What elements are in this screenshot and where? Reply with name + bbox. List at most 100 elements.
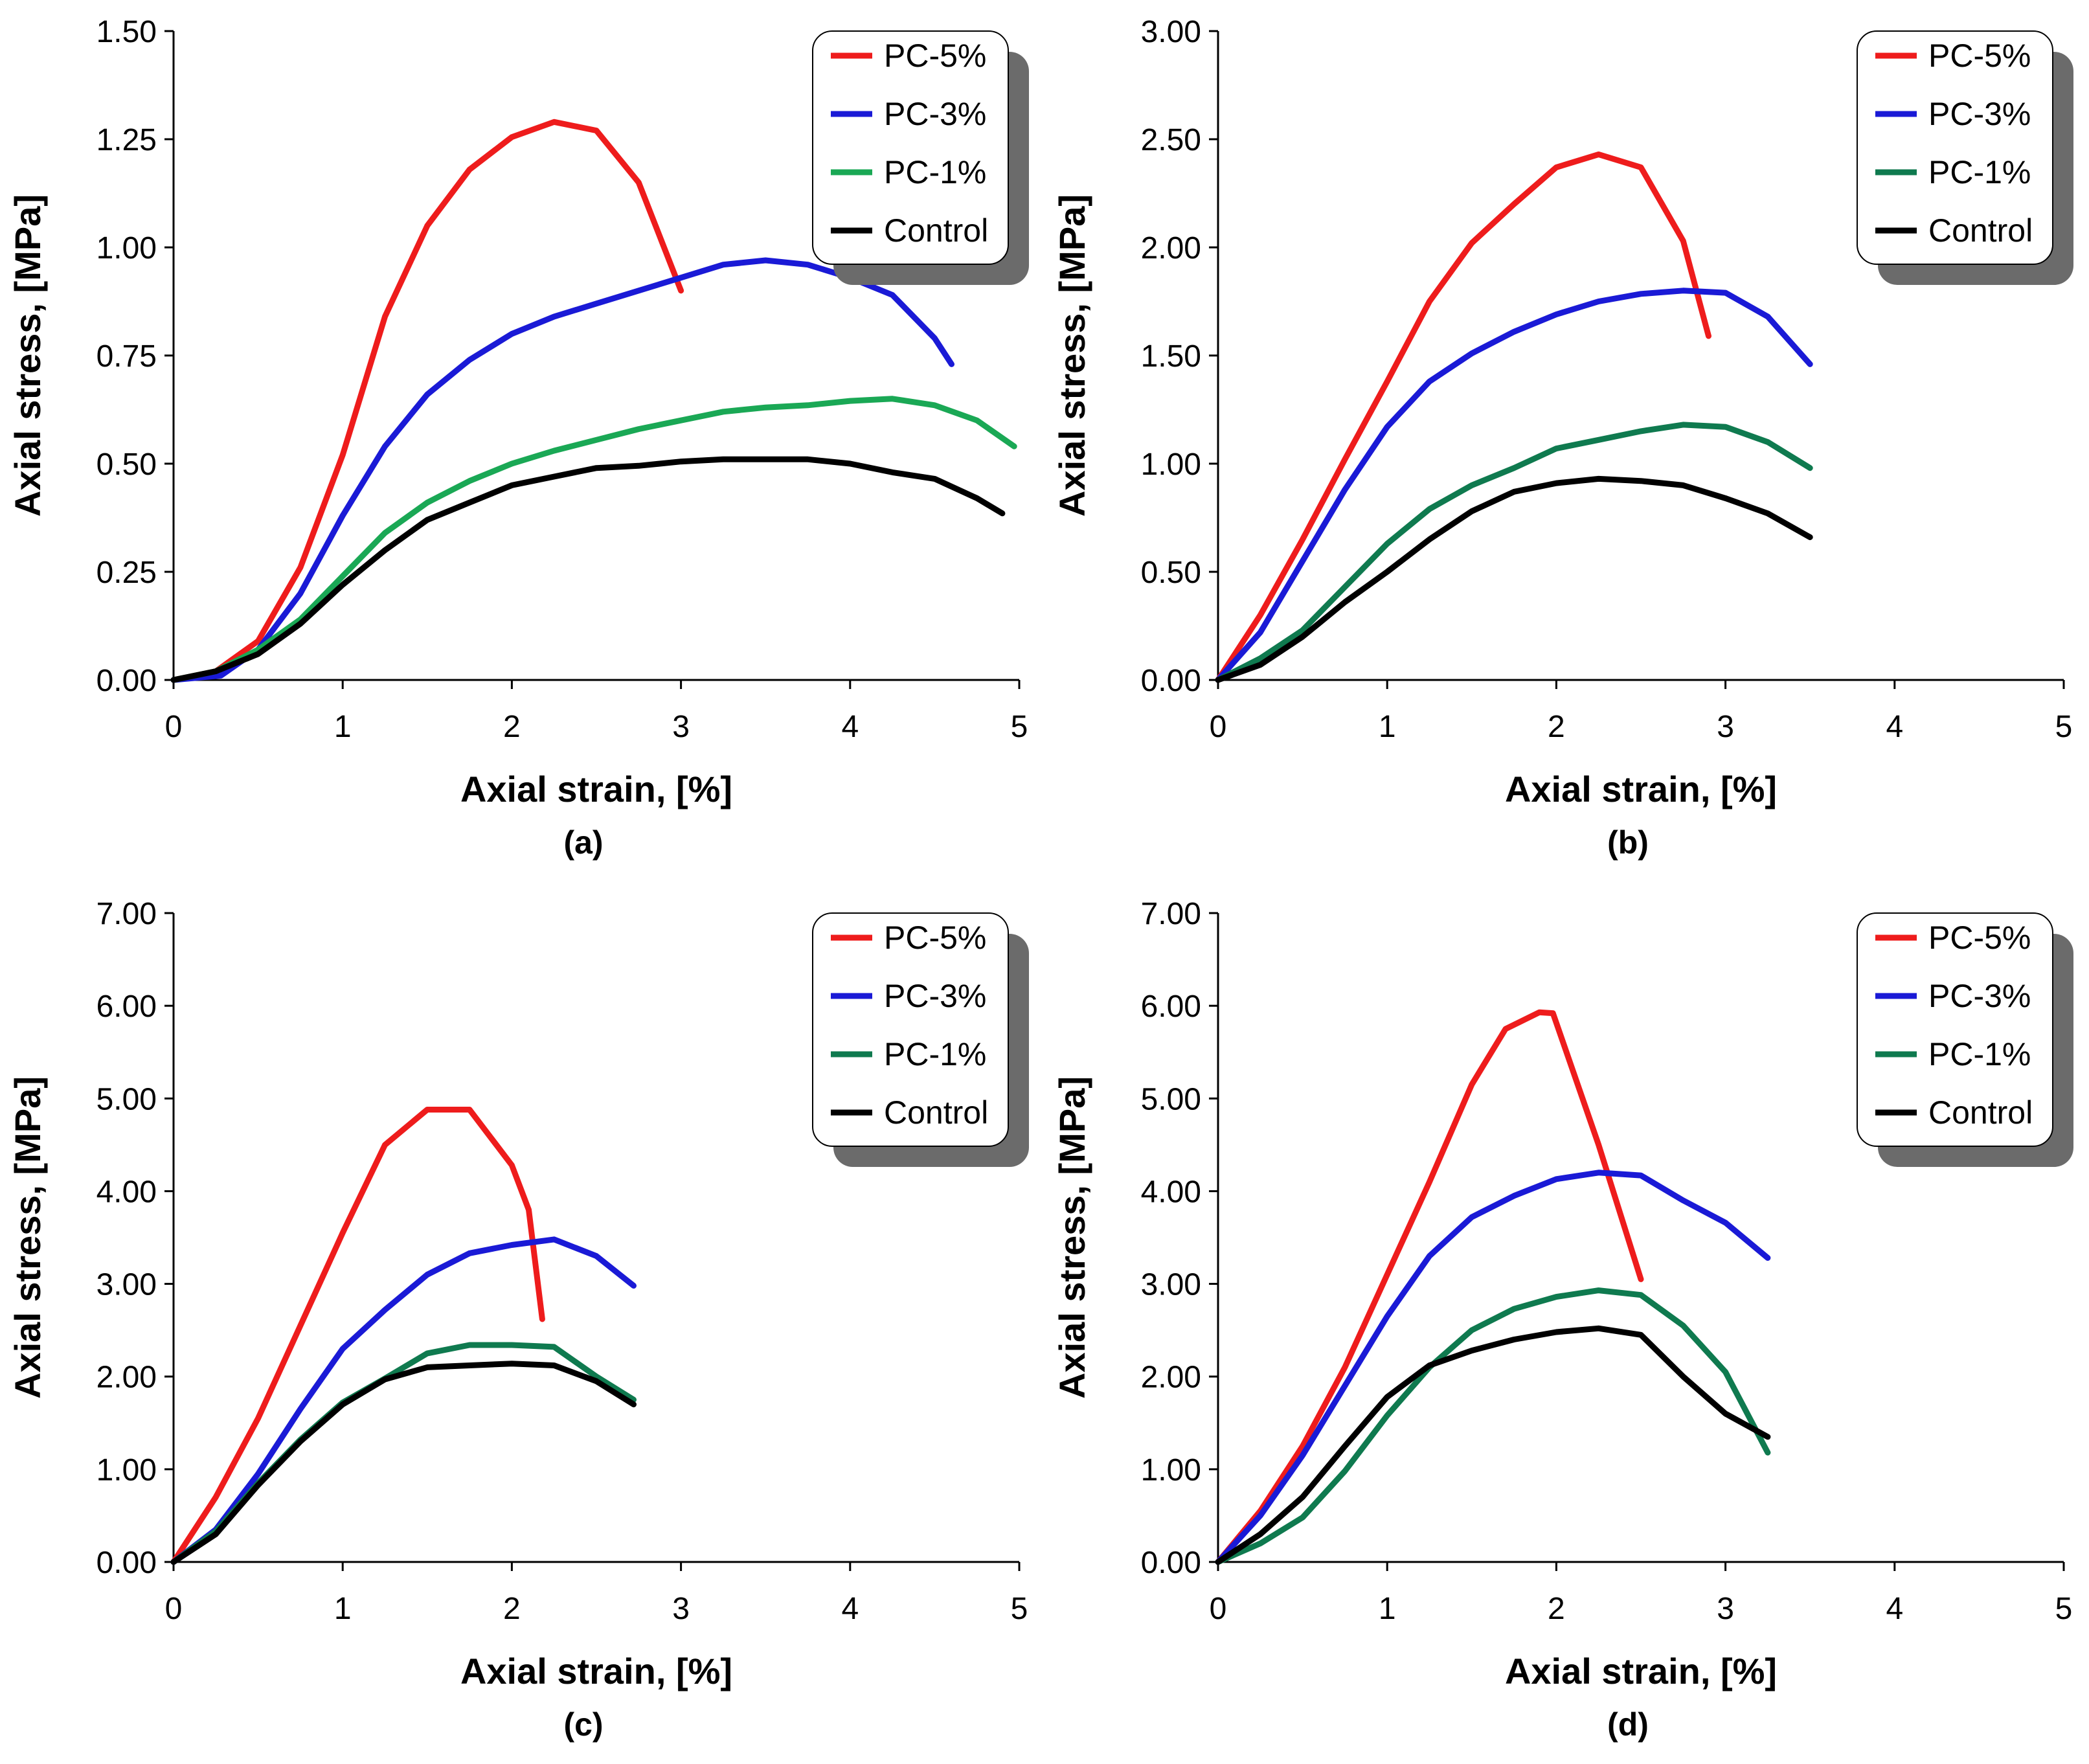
y-axis-title: Axial stress, [MPa] — [7, 1076, 48, 1399]
y-tick-label: 1.50 — [96, 15, 157, 49]
legend-entry-label: PC-3% — [884, 978, 986, 1014]
y-tick-label: 0.00 — [1141, 1546, 1201, 1580]
series-line-pc-1 — [1215, 1287, 1771, 1565]
legend-box — [1857, 30, 2053, 265]
x-axis-title: Axial strain, [%] — [460, 1651, 732, 1691]
chart-panel-c: 0.00 1.00 2.00 3.00 4.00 5.00 6.00 7.00 0 1 2 3 4 5 Ax… — [0, 882, 1044, 1764]
legend-entry-label: PC-3% — [1928, 978, 2031, 1014]
legend-entry-label: PC-3% — [884, 96, 986, 132]
panel-label: (c) — [563, 1706, 603, 1743]
x-tick-label: 1 — [1379, 710, 1396, 744]
legend-entry-label: Control — [1928, 1094, 2033, 1131]
x-tick-label: 5 — [1011, 1592, 1028, 1626]
series-line-pc-5 — [1215, 1009, 1644, 1565]
y-tick-label: 3.00 — [1141, 1268, 1201, 1302]
series-line-pc-3 — [1215, 288, 1813, 683]
legend-entry-label: PC-3% — [1928, 96, 2031, 132]
y-tick-label: 0.50 — [1141, 556, 1201, 590]
chart-panel-a: 0.00 0.25 0.50 0.75 1.00 1.25 1.50 0 1 2 3 4 5 Axial … — [0, 0, 1044, 882]
series-line-control — [170, 456, 1006, 683]
x-tick-label: 4 — [841, 1592, 859, 1626]
x-axis-title: Axial strain, [%] — [460, 769, 732, 809]
legend-box — [812, 30, 1009, 265]
y-tick-label: 6.00 — [1141, 989, 1201, 1024]
legend-entry-label: PC-1% — [884, 154, 986, 190]
y-tick-label: 0.00 — [96, 1546, 157, 1580]
x-tick-label: 3 — [672, 1592, 690, 1626]
x-axis-title: Axial strain, [%] — [1505, 769, 1777, 809]
series-line-pc-5 — [1215, 151, 1711, 683]
y-tick-label: 7.00 — [1141, 897, 1201, 931]
x-tick-label: 2 — [1548, 710, 1565, 744]
y-tick-label: 7.00 — [96, 897, 157, 931]
x-tick-label: 2 — [503, 1592, 521, 1626]
y-tick-label: 1.00 — [96, 231, 157, 266]
y-tick-label: 2.50 — [1141, 123, 1201, 157]
y-tick-label: 0.00 — [96, 664, 157, 698]
legend: PC-5% PC-3% PC-1% Control — [812, 30, 1029, 285]
y-tick-label: 1.00 — [96, 1453, 157, 1487]
x-tick-label: 4 — [1886, 1592, 1903, 1626]
legend-entry-label: PC-1% — [1928, 1036, 2031, 1072]
legend-box — [812, 912, 1009, 1147]
x-tick-label: 5 — [2055, 710, 2073, 744]
legend-entry-label: PC-5% — [884, 920, 986, 956]
legend-entry-label: PC-1% — [1928, 154, 2031, 190]
y-tick-label: 1.00 — [1141, 1453, 1201, 1487]
series-line-pc-3 — [170, 257, 954, 683]
x-tick-label: 1 — [1379, 1592, 1396, 1626]
panel-label: (d) — [1607, 1706, 1649, 1743]
y-axis-title: Axial stress, [MPa] — [1052, 194, 1092, 517]
panel-label: (a) — [563, 824, 603, 861]
series-line-pc-3 — [170, 1236, 637, 1565]
chart-a-svg: 0.00 0.25 0.50 0.75 1.00 1.25 1.50 0 1 2 3 4 5 Axial … — [7, 15, 1029, 861]
y-tick-label: 0.25 — [96, 556, 157, 590]
series-line-control — [1215, 1325, 1771, 1565]
y-tick-label: 1.25 — [96, 123, 157, 157]
legend-entry-label: Control — [884, 212, 988, 249]
y-tick-label: 2.00 — [96, 1361, 157, 1395]
y-tick-label: 1.00 — [1141, 447, 1201, 482]
y-tick-label: 4.00 — [96, 1175, 157, 1209]
legend-entry-label: PC-1% — [884, 1036, 986, 1072]
chart-panel-d: 0.00 1.00 2.00 3.00 4.00 5.00 6.00 7.00 0 1 2 3 4 5 Ax… — [1044, 882, 2089, 1764]
x-tick-label: 0 — [165, 1592, 183, 1626]
y-tick-label: 2.00 — [1141, 1361, 1201, 1395]
x-tick-label: 5 — [1011, 710, 1028, 744]
y-axis-title: Axial stress, [MPa] — [7, 194, 48, 517]
chart-c-svg: 0.00 1.00 2.00 3.00 4.00 5.00 6.00 7.00 0 1 2 3 4 5 Ax… — [7, 897, 1029, 1743]
legend-entry-label: PC-5% — [1928, 38, 2031, 74]
legend: PC-5% PC-3% PC-1% Control — [812, 912, 1029, 1167]
panel-label: (b) — [1607, 824, 1649, 861]
chart-b-svg: 0.00 0.50 1.00 1.50 2.00 2.50 3.00 0 1 2 3 4 5 Axial … — [1052, 15, 2073, 861]
legend: PC-5% PC-3% PC-1% Control — [1857, 30, 2073, 285]
legend-entry-label: Control — [884, 1094, 988, 1131]
legend-entry-label: PC-5% — [884, 38, 986, 74]
x-tick-label: 4 — [1886, 710, 1903, 744]
series-line-pc-3 — [1215, 1170, 1771, 1565]
series-line-control — [1215, 475, 1813, 683]
series-line-pc-1 — [170, 1342, 637, 1565]
y-tick-label: 6.00 — [96, 989, 157, 1024]
chart-d-svg: 0.00 1.00 2.00 3.00 4.00 5.00 6.00 7.00 0 1 2 3 4 5 Ax… — [1052, 897, 2073, 1743]
legend: PC-5% PC-3% PC-1% Control — [1857, 912, 2073, 1167]
x-tick-label: 1 — [334, 710, 352, 744]
y-tick-label: 5.00 — [96, 1082, 157, 1116]
x-tick-label: 5 — [2055, 1592, 2073, 1626]
x-axis-title: Axial strain, [%] — [1505, 1651, 1777, 1691]
y-tick-label: 1.50 — [1141, 339, 1201, 374]
x-tick-label: 3 — [1717, 1592, 1734, 1626]
series-line-control — [170, 1361, 637, 1565]
legend-entry-label: PC-5% — [1928, 920, 2031, 956]
y-tick-label: 3.00 — [1141, 15, 1201, 49]
y-tick-label: 2.00 — [1141, 231, 1201, 266]
x-tick-label: 4 — [841, 710, 859, 744]
y-tick-label: 5.00 — [1141, 1082, 1201, 1116]
x-tick-label: 2 — [1548, 1592, 1565, 1626]
series-line-pc-5 — [170, 1107, 545, 1565]
x-tick-label: 0 — [1210, 710, 1227, 744]
legend-box — [1857, 912, 2053, 1147]
series-line-pc-1 — [1215, 422, 1813, 683]
legend-entry-label: Control — [1928, 212, 2033, 249]
y-tick-label: 0.00 — [1141, 664, 1201, 698]
